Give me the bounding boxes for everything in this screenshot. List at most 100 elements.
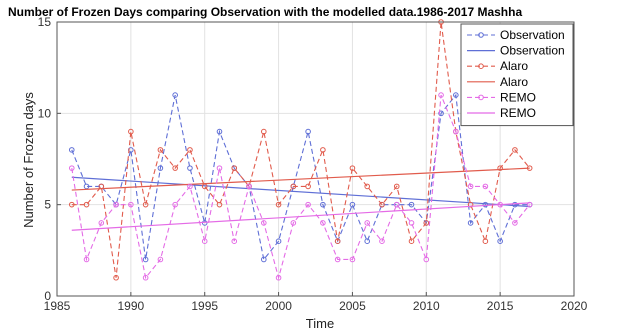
y-tick-label: 15 [38,15,52,29]
x-tick-label: 1990 [118,299,145,313]
y-tick-label: 5 [44,198,51,212]
observation-point [261,256,267,263]
remo-point [246,183,252,190]
remo-point [467,183,474,190]
alaro-point [142,201,149,208]
remo-point [157,256,164,263]
x-tick-label: 2020 [561,299,588,313]
remo-point [364,220,371,226]
x-tick-label: 2015 [487,299,514,313]
remo-point [261,220,267,226]
observation-point [467,220,474,226]
observation-point [349,201,356,208]
observation-point [453,92,459,98]
x-axis-label: Time [306,316,334,331]
observation-point [68,147,75,153]
alaro-point [157,147,164,153]
alaro-point [482,238,489,244]
alaro-point [113,274,119,281]
remo-point [290,220,297,226]
y-tick-label: 0 [44,289,51,303]
remo-point [128,201,134,208]
remo-point [423,256,430,263]
remo-point [83,256,90,263]
remo-point [142,274,149,281]
remo-point [305,201,311,208]
alaro-series-line [71,21,531,278]
plot-area [68,19,533,281]
remo-point [320,220,326,226]
alaro-point [68,201,75,208]
observation-point [408,201,415,208]
alaro-point [364,183,371,190]
observation-point [83,183,90,190]
observation-point [216,128,223,135]
legend-marker-alaro [478,63,484,69]
remo-point [482,183,489,190]
alaro-trend-line [71,167,530,191]
remo-point [201,238,208,244]
observation-point [364,238,371,244]
remo-point [349,256,356,263]
legend-label-remo: REMO [500,90,536,104]
x-tick-label: 1995 [191,299,218,313]
alaro-point [393,183,400,190]
legend-label-observation: Observation [500,28,565,42]
alaro-point [290,183,297,190]
remo-point [453,128,459,135]
remo-point [187,183,193,190]
remo-point [393,201,400,208]
remo-point [334,256,341,263]
alaro-point [512,147,518,153]
observation-point [187,165,193,171]
remo-point [275,274,282,281]
observation-point [512,201,518,208]
remo-point [408,220,415,226]
alaro-point [216,201,223,208]
remo-point [216,165,223,171]
alaro-point [83,201,90,208]
legend-label-observation: Observation [500,44,565,58]
observation-point [305,128,311,135]
x-tick-label: 1985 [44,299,71,313]
alaro-point [172,165,178,171]
remo-point [113,201,119,208]
legend-marker-remo [478,94,484,101]
legend-label-alaro: Alaro [500,59,528,73]
chart-title: Number of Frozen Days comparing Observat… [8,5,522,19]
alaro-point [408,238,415,244]
alaro-point [305,183,311,190]
observation-point [482,201,489,208]
alaro-point [261,128,267,135]
observation-point [438,110,444,117]
observation-point [275,238,282,244]
remo-series-line [71,94,531,280]
alaro-point [349,165,356,171]
observation-point [157,165,164,171]
legend-box [460,23,574,127]
axes: 1985 1990 1995 2000 2005 2010 2015 2020 0 5 10 15 [38,15,588,313]
x-tick-label: 2005 [339,299,366,313]
remo-point [512,220,518,226]
alaro-point [334,238,341,244]
alaro-point [497,165,503,171]
alaro-point [423,220,430,226]
remo-point [172,201,178,208]
alaro-point [379,201,385,208]
observation-trend-line [71,176,530,208]
alaro-point [320,147,326,153]
legend-label-alaro: Alaro [500,75,528,89]
remo-trend-line [71,202,530,231]
observation-point [497,238,503,244]
observation-point [320,201,326,208]
remo-point [379,238,385,244]
remo-point [526,201,533,208]
remo-point [98,220,105,226]
alaro-point [231,165,238,171]
alaro-point [275,201,282,208]
remo-point [231,238,238,244]
remo-point [68,165,75,171]
remo-point [438,92,444,98]
legend-label-remo: REMO [500,106,536,120]
